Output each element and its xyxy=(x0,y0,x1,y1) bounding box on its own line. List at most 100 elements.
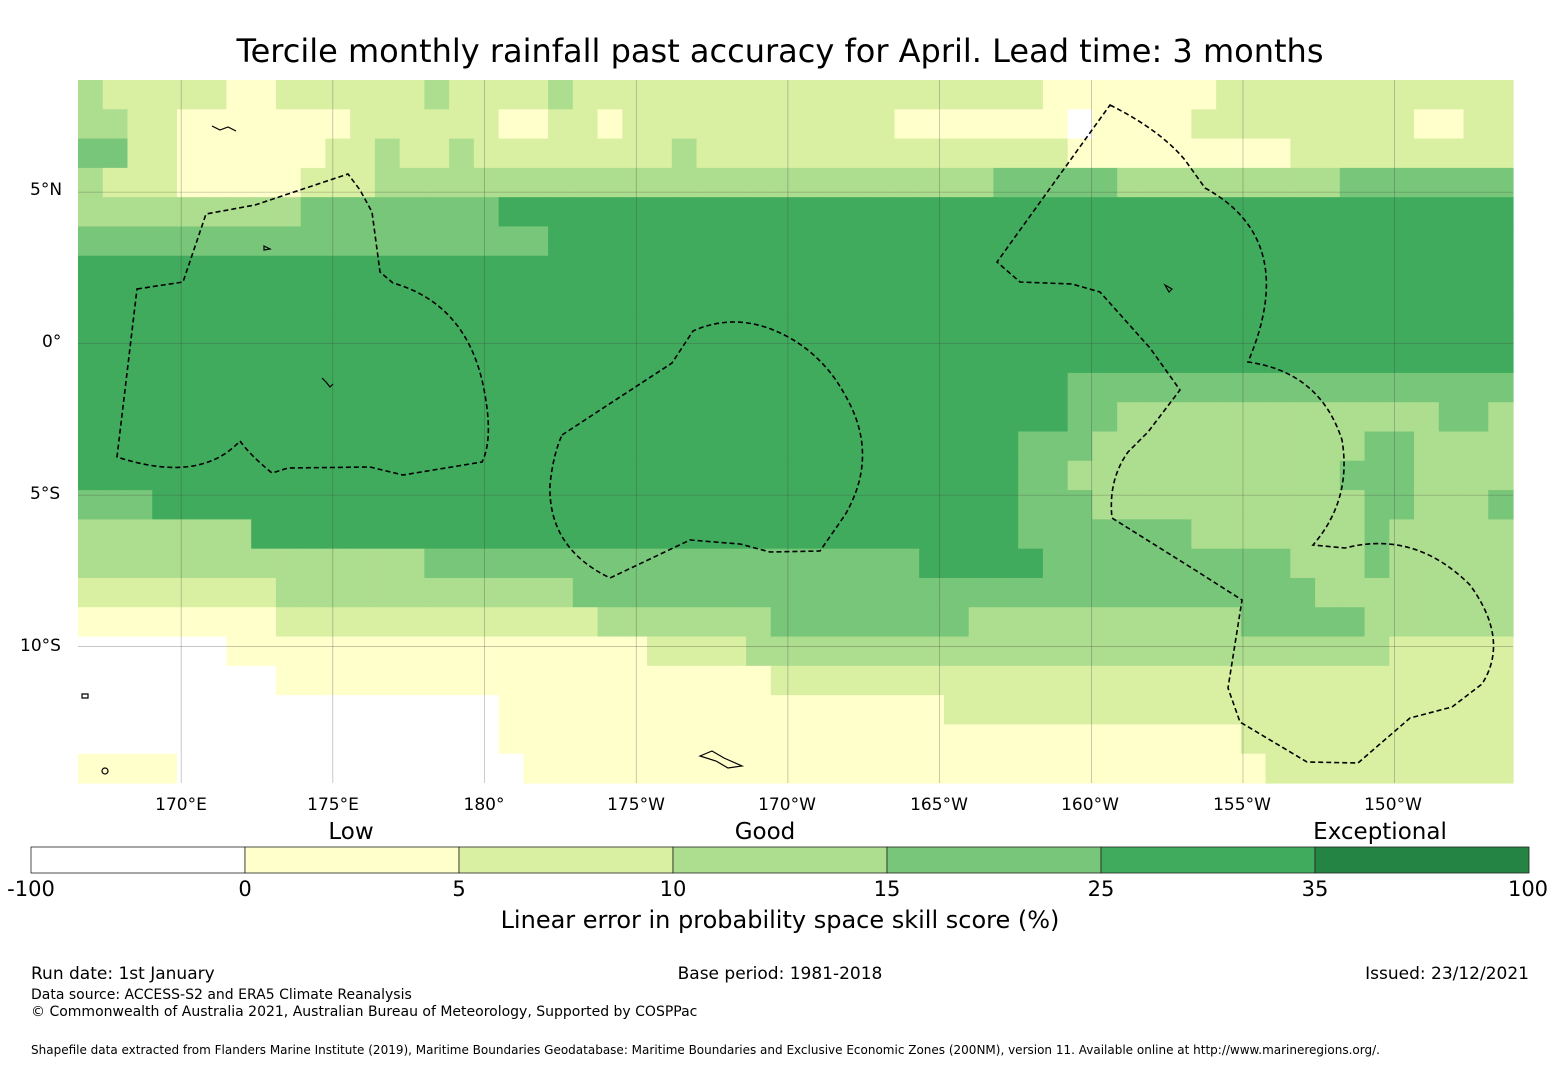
skill-cell xyxy=(796,285,821,315)
skill-cell xyxy=(1068,139,1093,169)
skill-cell xyxy=(103,109,128,139)
skill-cell xyxy=(919,754,944,784)
skill-cell xyxy=(1068,754,1093,784)
skill-cell xyxy=(202,373,227,403)
skill-cell xyxy=(251,578,276,608)
lon-label-175w: 175°W xyxy=(607,795,665,815)
skill-cell xyxy=(1092,578,1117,608)
skill-cell xyxy=(771,139,796,169)
skill-cell xyxy=(573,637,598,667)
skill-cell xyxy=(771,724,796,754)
skill-cell xyxy=(375,168,400,198)
skill-cell xyxy=(1340,314,1365,344)
skill-cell xyxy=(697,461,722,491)
skill-cell xyxy=(1241,607,1266,637)
skill-cell xyxy=(152,226,177,256)
skill-cell xyxy=(350,519,375,549)
skill-cell xyxy=(152,754,177,784)
skill-cell xyxy=(969,344,994,374)
skill-cell xyxy=(1365,695,1390,725)
skill-cell xyxy=(697,285,722,315)
skill-cell xyxy=(103,197,128,227)
skill-cell xyxy=(721,197,746,227)
skill-cell xyxy=(1018,432,1043,462)
skill-cell xyxy=(1340,344,1365,374)
skill-cell xyxy=(1092,373,1117,403)
skill-cell xyxy=(647,197,672,227)
skill-cell xyxy=(771,285,796,315)
skill-cell xyxy=(301,490,326,520)
skill-cell xyxy=(845,461,870,491)
skill-cell xyxy=(1142,226,1167,256)
skill-cell xyxy=(499,490,524,520)
skill-cell xyxy=(573,666,598,696)
skill-cell xyxy=(622,139,647,169)
skill-cell xyxy=(796,754,821,784)
skill-cell xyxy=(993,519,1018,549)
skill-cell xyxy=(1266,607,1291,637)
skill-cell xyxy=(78,637,103,667)
skill-cell xyxy=(796,226,821,256)
skill-cell xyxy=(1117,314,1142,344)
skill-cell xyxy=(1092,285,1117,315)
skill-cell xyxy=(1365,578,1390,608)
skill-cell xyxy=(894,109,919,139)
skill-cell xyxy=(1414,637,1439,667)
skill-cell xyxy=(1290,285,1315,315)
skill-cell xyxy=(325,139,350,169)
skill-cell xyxy=(523,754,548,784)
skill-cell xyxy=(598,695,623,725)
skill-cell xyxy=(523,490,548,520)
skill-cell xyxy=(993,373,1018,403)
skill-cell xyxy=(1488,80,1513,110)
skill-cell xyxy=(1117,344,1142,374)
skill-cell xyxy=(1241,168,1266,198)
skill-cell xyxy=(771,461,796,491)
skill-cell xyxy=(276,578,301,608)
skill-cell xyxy=(523,695,548,725)
skill-cell xyxy=(78,432,103,462)
skill-cell xyxy=(226,490,251,520)
skill-cell xyxy=(1439,461,1464,491)
skill-cell xyxy=(1018,139,1043,169)
skill-cell xyxy=(1167,461,1192,491)
skill-cell xyxy=(1191,549,1216,579)
skill-cell xyxy=(226,168,251,198)
skill-cell xyxy=(548,607,573,637)
skill-cell xyxy=(375,724,400,754)
skill-cell xyxy=(523,285,548,315)
skill-cell xyxy=(598,80,623,110)
skill-cell xyxy=(375,256,400,286)
skill-cell xyxy=(1068,695,1093,725)
skill-cell xyxy=(375,666,400,696)
skill-cell xyxy=(820,109,845,139)
skill-cell xyxy=(672,695,697,725)
skill-cell xyxy=(647,109,672,139)
skill-cell xyxy=(301,139,326,169)
skill-cell xyxy=(622,168,647,198)
skill-cell xyxy=(697,490,722,520)
skill-cell xyxy=(870,344,895,374)
skill-cell xyxy=(697,724,722,754)
skill-cell xyxy=(202,344,227,374)
skill-cell xyxy=(944,168,969,198)
skill-cell xyxy=(598,168,623,198)
skill-cell xyxy=(226,373,251,403)
skill-cell xyxy=(721,344,746,374)
skill-cell xyxy=(1241,666,1266,696)
skill-cell xyxy=(1117,226,1142,256)
skill-cell xyxy=(375,344,400,374)
skill-cell xyxy=(969,549,994,579)
skill-cell xyxy=(78,285,103,315)
skill-cell xyxy=(771,373,796,403)
skill-cell xyxy=(375,490,400,520)
skill-cell xyxy=(499,344,524,374)
skill-cell xyxy=(1488,314,1513,344)
skill-cell xyxy=(746,373,771,403)
skill-cell xyxy=(1068,373,1093,403)
skill-cell xyxy=(1464,432,1489,462)
skill-cell xyxy=(1142,197,1167,227)
skill-cell xyxy=(548,285,573,315)
colorbar-tick: 35 xyxy=(1302,877,1329,901)
skill-cell xyxy=(919,432,944,462)
